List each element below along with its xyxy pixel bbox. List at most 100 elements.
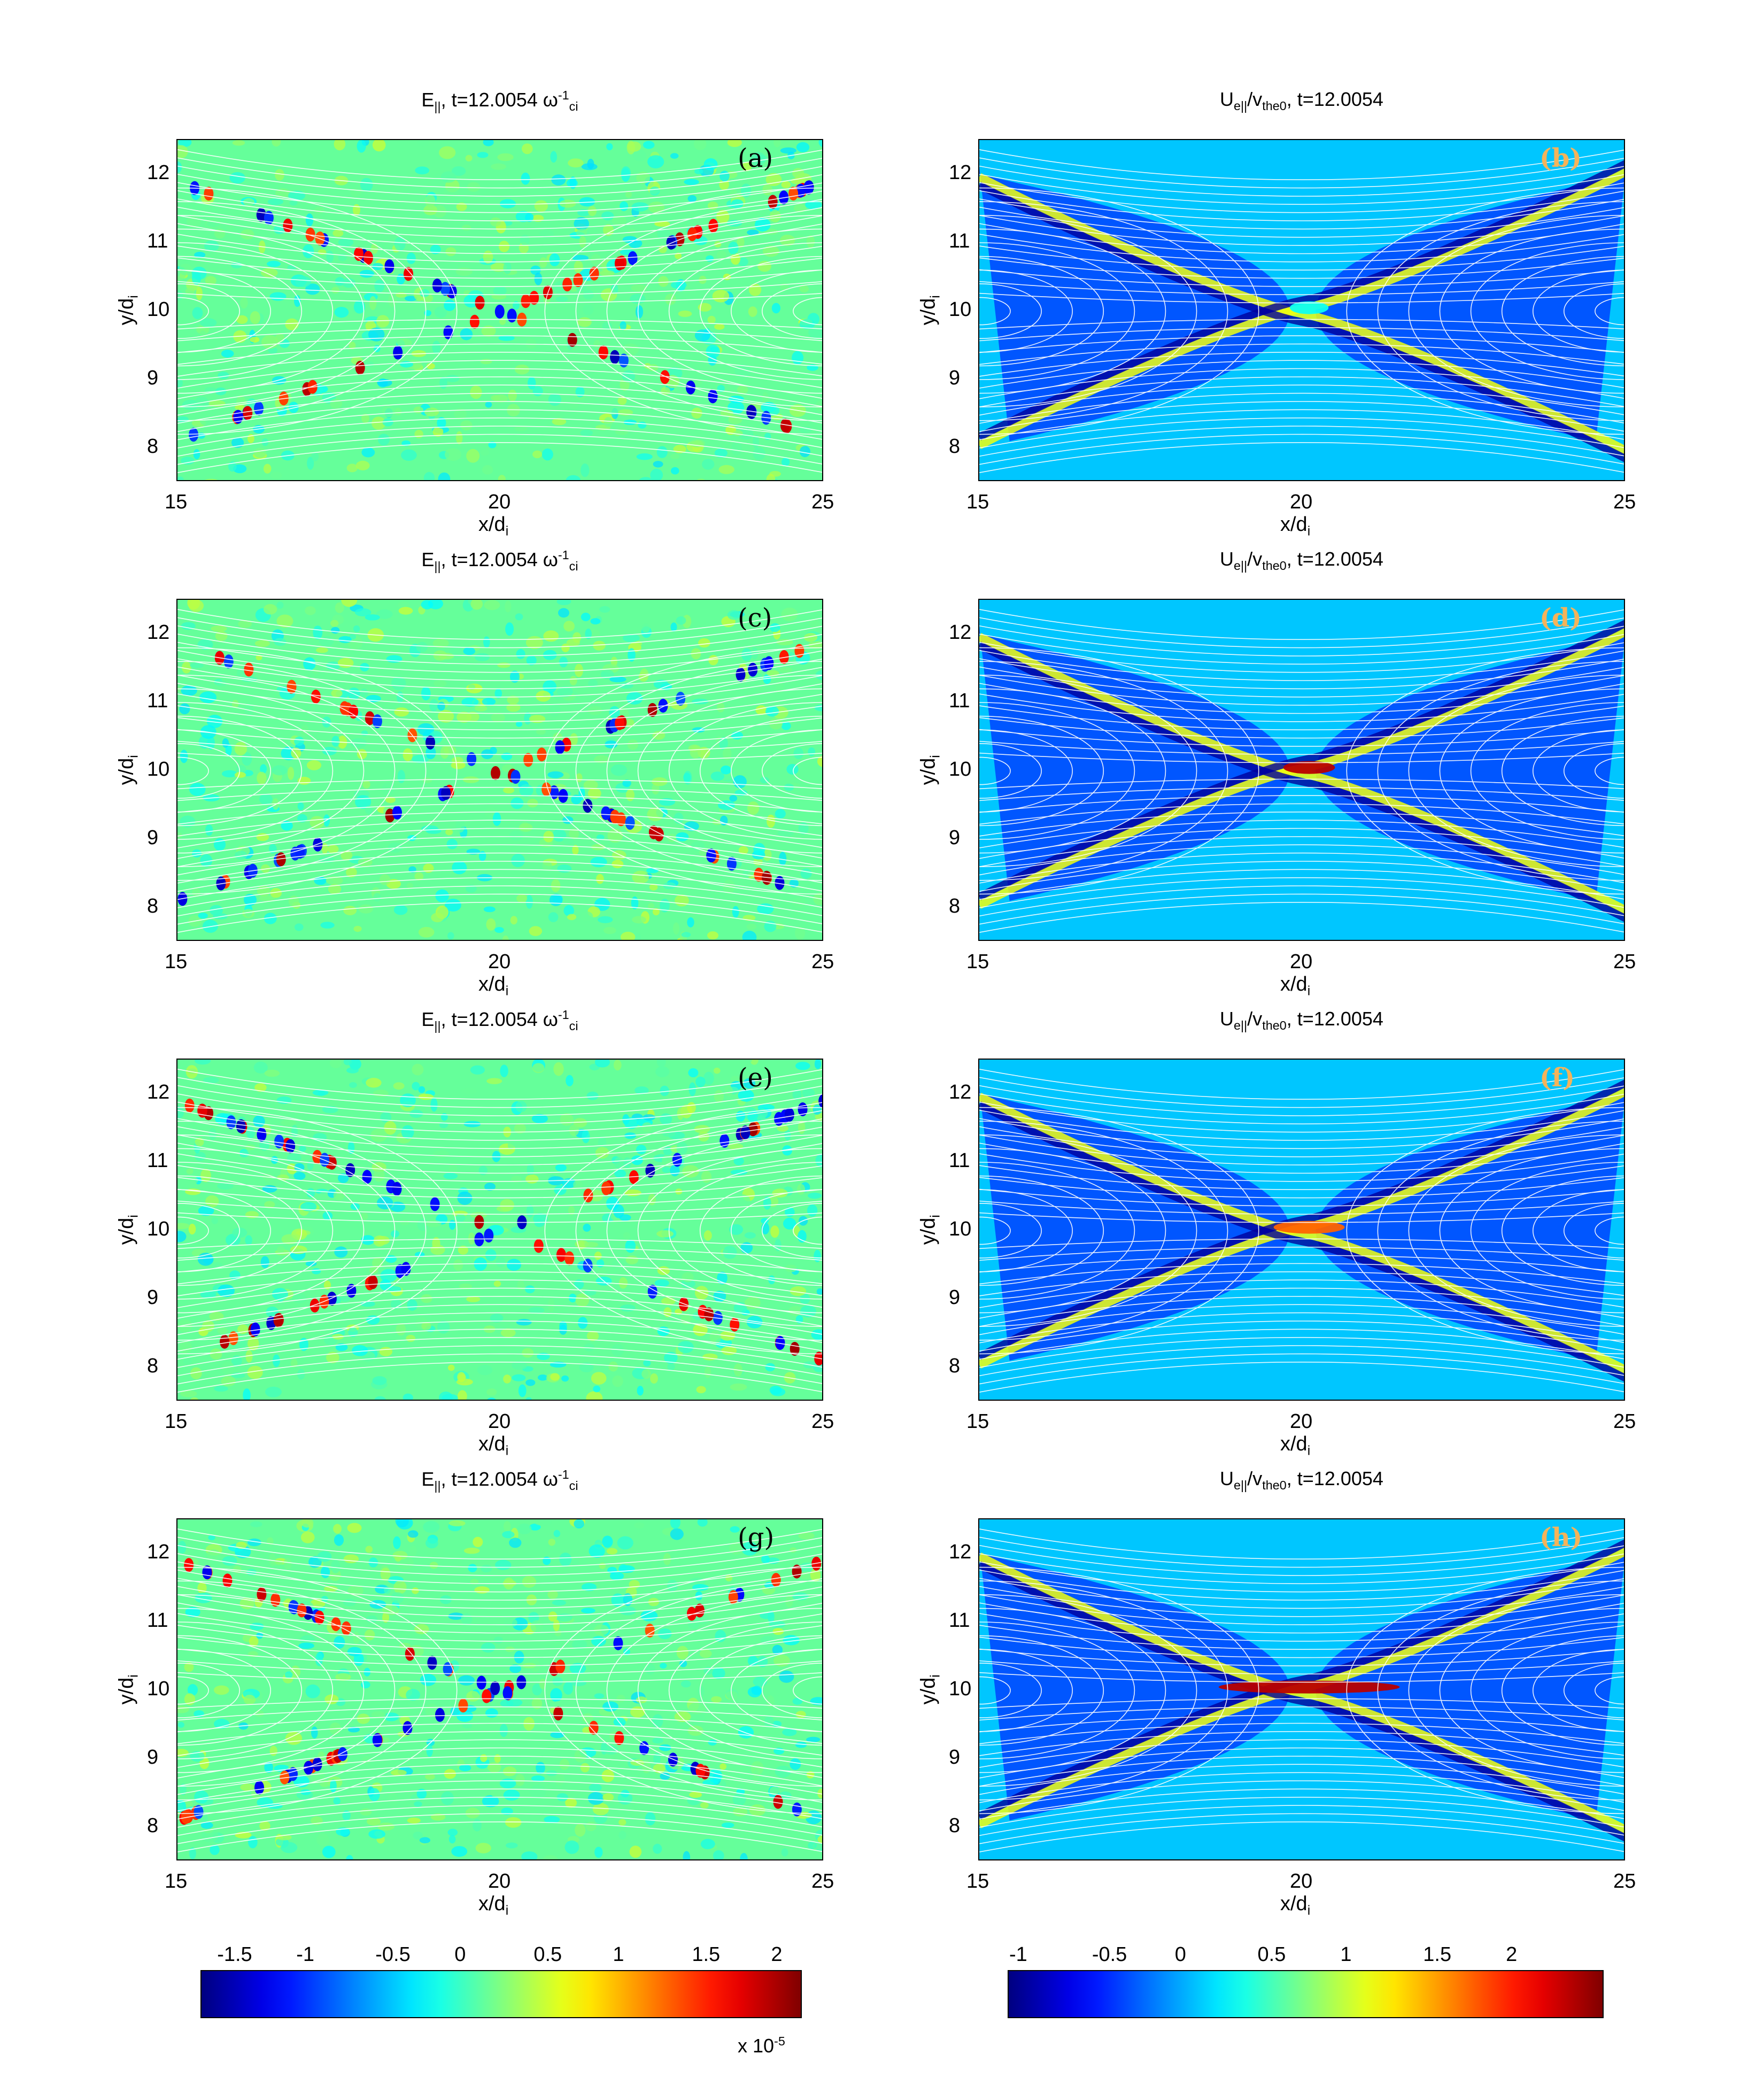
field-mottle xyxy=(581,463,590,477)
title-rest: /v xyxy=(1247,548,1263,570)
title-main: E xyxy=(421,549,435,570)
island-field-line xyxy=(177,715,303,827)
island-field-line xyxy=(979,1175,1104,1286)
field-mottle xyxy=(728,395,744,403)
field-line xyxy=(177,1255,822,1273)
field-mottle xyxy=(547,1590,558,1599)
field-line xyxy=(177,893,822,925)
field-mottle xyxy=(186,1168,194,1175)
field-mottle xyxy=(710,346,719,353)
field-line xyxy=(979,1085,1624,1116)
field-mottle xyxy=(582,1130,590,1144)
field-mottle xyxy=(683,1851,691,1859)
field-mottle xyxy=(565,1798,577,1808)
title-sub2: the0 xyxy=(1262,99,1287,113)
title-sub: || xyxy=(434,1479,441,1493)
field-lines xyxy=(177,1069,822,1393)
heatmap-svg xyxy=(979,600,1624,940)
field-line xyxy=(177,717,822,739)
field-mottle xyxy=(734,364,752,377)
field-mottle xyxy=(338,636,352,643)
field-mottle xyxy=(598,916,613,923)
y-axis-label-text: y/d xyxy=(917,298,940,326)
field-mottle xyxy=(687,1102,696,1114)
y-tick-label: 11 xyxy=(949,1149,970,1172)
field-line xyxy=(979,1569,1624,1601)
field-mottle xyxy=(671,467,679,475)
field-hotspot xyxy=(687,227,697,242)
field-mottle xyxy=(551,879,561,892)
field-mottle xyxy=(760,1611,775,1619)
field-line xyxy=(979,1805,1624,1836)
field-mottle xyxy=(590,618,601,624)
field-mottle xyxy=(590,1190,604,1202)
field-mottle xyxy=(548,912,559,922)
field-line xyxy=(979,901,1624,933)
field-line xyxy=(979,693,1624,722)
x-axis-label: x/di xyxy=(1280,513,1310,539)
x-tick-label: 25 xyxy=(1613,951,1636,973)
field-mottle xyxy=(229,172,245,184)
field-line xyxy=(177,190,822,221)
field-mottle xyxy=(406,1334,415,1342)
field-mottle xyxy=(179,264,192,275)
field-mottle xyxy=(530,1620,544,1633)
field-line xyxy=(979,1353,1624,1385)
field-mottle xyxy=(579,197,595,207)
colorbar-exponent-power: -5 xyxy=(774,2034,785,2048)
field-hotspot xyxy=(331,1617,341,1631)
field-mottle xyxy=(335,1673,351,1681)
field-mottle xyxy=(730,1169,748,1175)
field-line xyxy=(177,901,822,933)
field-hotspot xyxy=(613,1636,623,1650)
field-line xyxy=(177,877,822,908)
field-line xyxy=(177,1613,822,1642)
field-mottle xyxy=(732,906,739,918)
field-mottle xyxy=(490,217,501,227)
island-field-line xyxy=(699,1635,822,1746)
field-mottle xyxy=(406,252,416,264)
field-mottle xyxy=(243,1695,256,1705)
field-line xyxy=(979,1648,1624,1666)
field-mottle xyxy=(385,797,396,804)
field-mottle xyxy=(792,1089,802,1100)
field-mottle xyxy=(730,1526,740,1533)
field-hotspot xyxy=(601,806,611,820)
field-line xyxy=(177,1821,822,1852)
field-line xyxy=(177,1764,822,1795)
field-mottle xyxy=(562,836,574,845)
field-mottle xyxy=(189,1847,196,1859)
field-mottle xyxy=(617,1536,633,1550)
field-mottle xyxy=(283,1558,292,1570)
field-mottle xyxy=(405,296,417,302)
x-axis-label-sub: i xyxy=(1307,984,1311,999)
field-mottle xyxy=(320,922,335,929)
island-field-line xyxy=(1533,729,1624,813)
field-hotspot xyxy=(556,1248,566,1262)
field-line xyxy=(979,182,1624,213)
field-mottle xyxy=(751,647,759,660)
field-mottle xyxy=(483,636,490,648)
field-mottle xyxy=(382,418,393,427)
panel-tag-text: (h) xyxy=(1539,1523,1583,1553)
field-mottle xyxy=(205,1195,219,1208)
field-mottle xyxy=(491,1786,501,1798)
y-axis-label-sub: i xyxy=(126,295,141,298)
field-mottle xyxy=(424,1219,442,1227)
field-mottle xyxy=(498,475,506,480)
field-mottle xyxy=(409,1545,417,1557)
field-mottle xyxy=(494,927,504,933)
field-mottle xyxy=(707,931,718,940)
field-mottle xyxy=(633,149,646,161)
island-field-line xyxy=(979,283,1042,339)
field-mottle xyxy=(253,1115,265,1128)
island-field-line xyxy=(1377,1580,1624,1801)
field-mottle xyxy=(548,393,561,406)
field-line xyxy=(177,1805,822,1836)
field-mottle xyxy=(818,140,822,147)
field-mottle xyxy=(529,1785,546,1799)
field-mottle xyxy=(694,168,703,174)
field-mottle xyxy=(434,306,447,318)
field-mottle xyxy=(397,770,405,783)
x-tick-label: 15 xyxy=(165,491,188,513)
